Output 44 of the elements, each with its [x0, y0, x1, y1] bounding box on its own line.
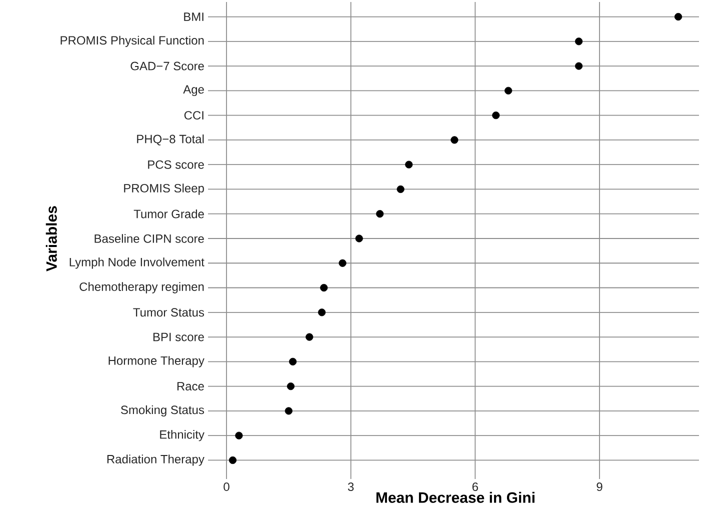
y-tick-label: Baseline CIPN score [94, 234, 204, 243]
y-tick-label: Ethnicity [160, 430, 204, 442]
y-tick-label: PROMIS Physical Function [60, 36, 204, 48]
point [286, 382, 295, 390]
point [320, 284, 328, 292]
point [306, 333, 314, 341]
point [338, 259, 346, 267]
y-tick-label: PHQ−8 Total [137, 134, 204, 146]
point [284, 407, 292, 415]
y-tick-label: BPI score [153, 332, 204, 342]
y-tick-label: Age [183, 85, 204, 96]
y-tick-label: Race [177, 382, 204, 390]
x-axis-title: Mean Decrease in Gini [376, 492, 534, 503]
x-tick-label: 0 [224, 482, 230, 492]
point [450, 136, 458, 144]
y-tick-label: BMI [184, 12, 204, 21]
y-tick-label: GAD−7 Score [130, 62, 204, 70]
y-tick-label: PCS score [148, 160, 204, 169]
y-tick-label: Tumor Status [133, 308, 204, 317]
y-tick-label: Radiation Therapy [107, 454, 204, 466]
x-tick-label: 3 [348, 482, 354, 492]
point [492, 112, 500, 120]
point [405, 160, 413, 168]
point [355, 234, 363, 242]
y-tick-label: Chemotherapy regimen [80, 282, 204, 294]
y-tick-label: Hormone Therapy [108, 356, 204, 368]
point [575, 62, 583, 70]
point [504, 86, 512, 94]
point [575, 38, 583, 46]
y-tick-label: Lymph Node Involvement [70, 258, 204, 269]
point [376, 210, 384, 218]
point [235, 432, 243, 440]
point [674, 12, 682, 21]
y-tick-label: PROMIS Sleep [124, 184, 204, 195]
y-axis-title: Variables [46, 206, 57, 272]
point [318, 308, 326, 316]
y-tick-label: Smoking Status [120, 405, 204, 417]
x-tick-label: 9 [596, 482, 602, 492]
point [289, 358, 297, 366]
point [396, 185, 404, 194]
x-tick-label: 6 [472, 482, 478, 492]
y-tick-label: Tumor Grade [134, 209, 204, 218]
point [228, 456, 237, 464]
y-tick-label: CCI [184, 111, 204, 120]
